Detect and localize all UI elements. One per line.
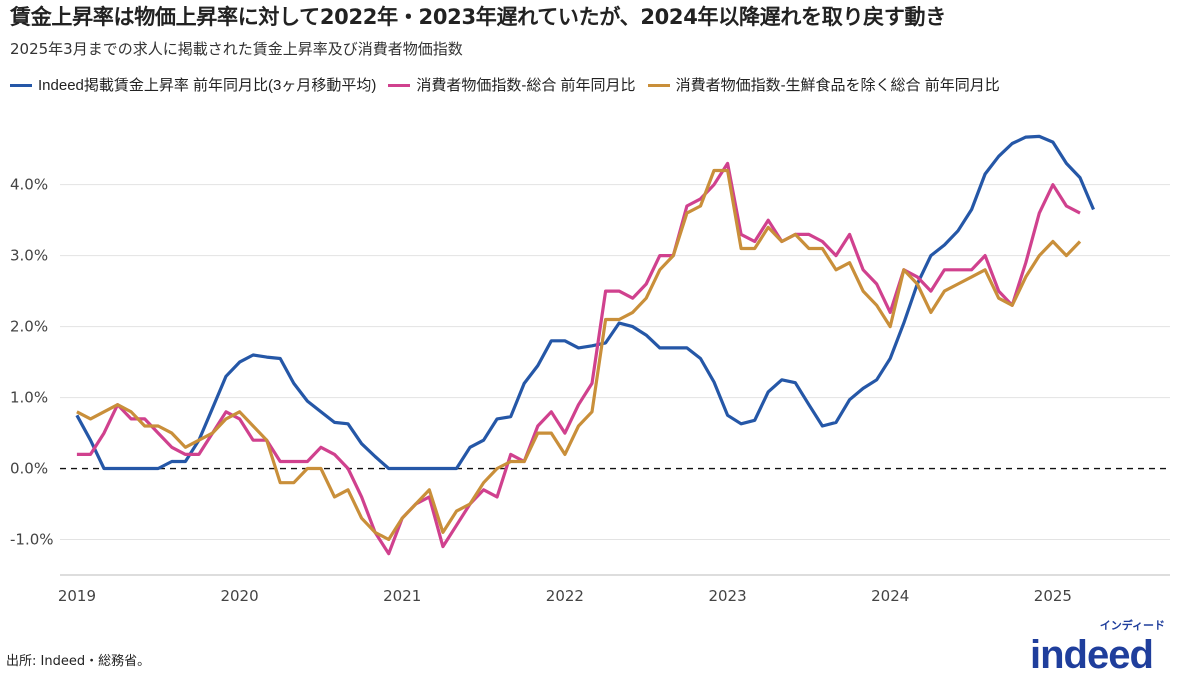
legend-item-cpi-core: 消費者物価指数-生鮮食品を除く総合 前年同月比 <box>647 76 1000 95</box>
x-tick-label: 2023 <box>708 587 746 605</box>
legend-swatch <box>10 84 32 87</box>
x-tick-label: 2019 <box>58 587 96 605</box>
logo-kana: インディード <box>1099 619 1165 632</box>
x-tick-label: 2025 <box>1034 587 1072 605</box>
y-tick-label: 2.0% <box>10 318 48 336</box>
legend: Indeed掲載賃金上昇率 前年同月比(3ヶ月移動平均) 消費者物価指数-総合 … <box>10 76 1000 95</box>
chart-title: 賃金上昇率は物価上昇率に対して2022年・2023年遅れていたが、2024年以降… <box>10 5 946 29</box>
x-tick-label: 2024 <box>871 587 909 605</box>
y-tick-label: 1.0% <box>10 389 48 407</box>
x-tick-label: 2020 <box>220 587 258 605</box>
chart-subtitle: 2025年3月までの求人に掲載された賃金上昇率及び消費者物価指数 <box>10 40 463 58</box>
series-line-0 <box>75 134 1095 471</box>
y-tick-label: 3.0% <box>10 247 48 265</box>
x-tick-label: 2021 <box>383 587 421 605</box>
series-line-1 <box>76 161 1081 556</box>
indeed-logo: インディード indeed <box>1025 620 1175 680</box>
series-line-2 <box>76 168 1082 542</box>
legend-label: 消費者物価指数-生鮮食品を除く総合 前年同月比 <box>675 77 1000 94</box>
logo-word: indeed <box>1030 633 1154 677</box>
legend-swatch <box>647 84 670 87</box>
y-tick-label: 4.0% <box>10 176 48 194</box>
legend-swatch <box>388 84 411 87</box>
x-tick-label: 2022 <box>546 587 584 605</box>
y-tick-label: 0.0% <box>10 460 48 478</box>
source-note: 出所: Indeed・総務省。 <box>6 654 151 669</box>
legend-label: Indeed掲載賃金上昇率 前年同月比(3ヶ月移動平均) <box>38 77 377 94</box>
legend-label: 消費者物価指数-総合 前年同月比 <box>416 77 636 94</box>
y-tick-label: -1.0% <box>10 531 54 549</box>
legend-item-indeed: Indeed掲載賃金上昇率 前年同月比(3ヶ月移動平均) <box>10 76 376 95</box>
legend-item-cpi-total: 消費者物価指数-総合 前年同月比 <box>388 76 636 95</box>
